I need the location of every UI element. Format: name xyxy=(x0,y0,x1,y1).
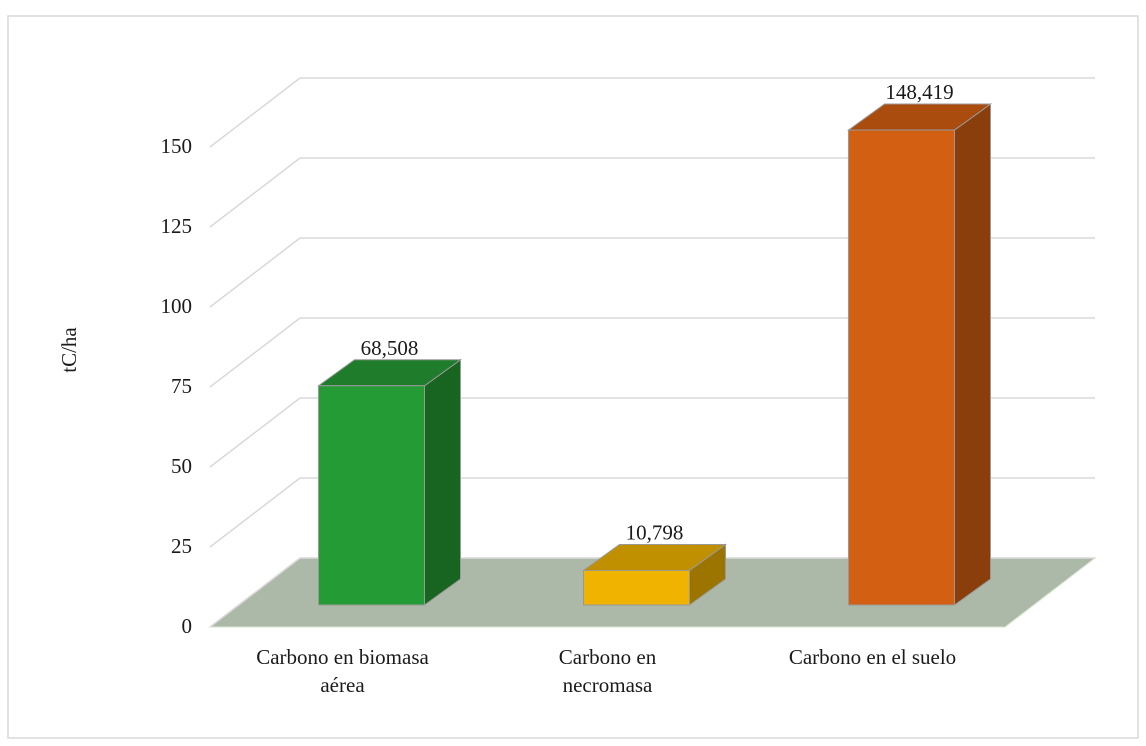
data-label: 10,798 xyxy=(626,520,684,544)
grid-line-side xyxy=(209,77,301,148)
bar xyxy=(316,358,463,606)
grid-line-side xyxy=(209,317,301,388)
bar xyxy=(846,103,993,606)
grid-line-side xyxy=(209,237,301,308)
x-tick-label: Carbono en necromasa xyxy=(558,645,657,697)
x-tick-label: Carbono en el suelo xyxy=(788,645,957,669)
y-tick-label: 75 xyxy=(171,374,192,398)
data-label: 148,419 xyxy=(885,80,953,104)
bar-front xyxy=(318,385,425,606)
grid-line-side xyxy=(209,397,301,468)
data-label: 68,508 xyxy=(361,336,419,360)
grid-line-side xyxy=(209,477,301,548)
y-axis-title: tC/ha xyxy=(57,327,81,373)
grid-line-side xyxy=(209,557,301,628)
x-tick-label: Carbono en biomasa aérea xyxy=(256,645,429,697)
grid-line-side xyxy=(209,157,301,228)
bar-side xyxy=(954,103,991,606)
bar-front xyxy=(848,129,955,606)
y-tick-label: 0 xyxy=(182,614,193,638)
y-tick-label: 100 xyxy=(161,294,193,318)
bar-front xyxy=(583,569,690,606)
y-tick-label: 125 xyxy=(161,214,193,238)
y-tick-label: 50 xyxy=(171,454,192,478)
bar-side xyxy=(424,358,461,606)
y-tick-label: 150 xyxy=(161,134,193,158)
grid-line xyxy=(209,77,1095,148)
bar xyxy=(581,543,728,606)
y-tick-label: 25 xyxy=(171,534,192,558)
chart-frame xyxy=(7,15,1139,739)
